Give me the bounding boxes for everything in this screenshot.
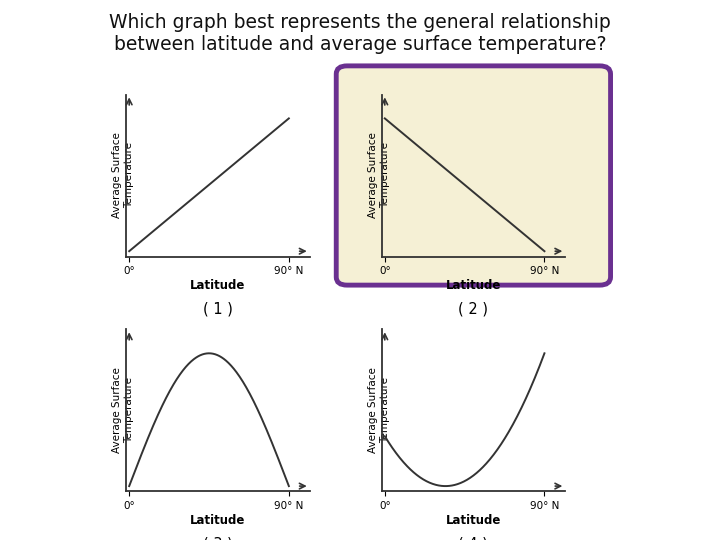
Text: between latitude and average surface temperature?: between latitude and average surface tem… [114,35,606,54]
Y-axis label: Average Surface
Temperature: Average Surface Temperature [368,367,390,454]
Y-axis label: Average Surface
Temperature: Average Surface Temperature [112,367,134,454]
Y-axis label: Average Surface
Temperature: Average Surface Temperature [368,132,390,219]
Text: ( 1 ): ( 1 ) [203,302,233,317]
X-axis label: Latitude: Latitude [446,514,501,527]
Y-axis label: Average Surface
Temperature: Average Surface Temperature [112,132,134,219]
Text: ( 4 ): ( 4 ) [459,537,488,540]
Text: Which graph best represents the general relationship: Which graph best represents the general … [109,14,611,32]
Text: ( 2 ): ( 2 ) [459,302,488,317]
X-axis label: Latitude: Latitude [190,514,246,527]
X-axis label: Latitude: Latitude [190,279,246,292]
Text: ( 3 ): ( 3 ) [203,537,233,540]
X-axis label: Latitude: Latitude [446,279,501,292]
